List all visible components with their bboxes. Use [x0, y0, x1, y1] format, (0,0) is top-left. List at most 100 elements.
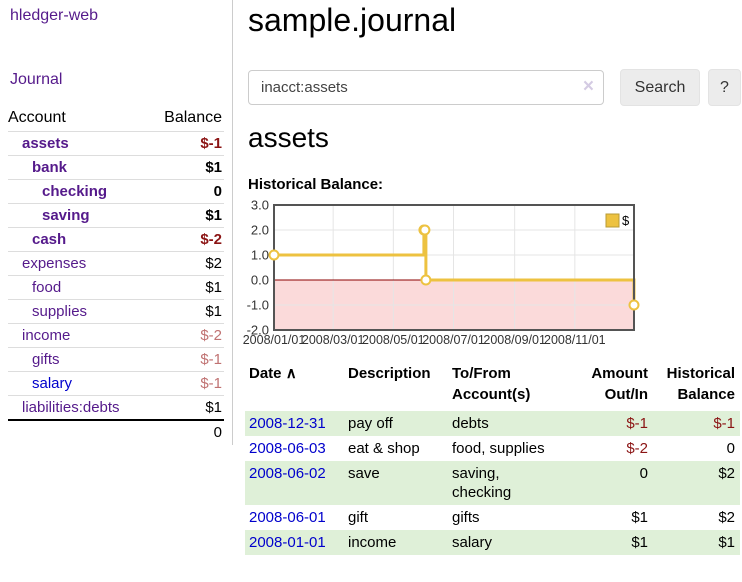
balance-col-header: Balance	[164, 108, 222, 126]
account-row-liabilities-debts: liabilities:debts $1	[8, 395, 224, 419]
account-link[interactable]: bank	[32, 159, 68, 176]
account-link[interactable]: assets	[22, 135, 69, 152]
txn-cell-accounts: debts	[448, 411, 558, 436]
txn-cell-date: 2008-12-31	[245, 411, 344, 436]
account-link[interactable]: gifts	[32, 351, 60, 368]
txn-cell-amount: $-1	[558, 411, 650, 436]
account-link[interactable]: income	[22, 327, 71, 344]
account-row-supplies: supplies $1	[8, 299, 224, 323]
accounts-total-row: 0	[8, 419, 224, 443]
transaction-date-link[interactable]: 2008-06-02	[249, 465, 326, 482]
account-balance: $-1	[200, 375, 222, 392]
txn-cell-date: 2008-06-03	[245, 436, 344, 461]
account-link[interactable]: expenses	[22, 255, 87, 272]
y-tick-label: 1.0	[251, 248, 269, 263]
y-tick-label: 0.0	[251, 273, 269, 288]
help-button[interactable]: ?	[708, 69, 741, 106]
accounts-rows: assets $-1 bank $1 checking 0 saving $1 cash $-2 e…	[8, 131, 224, 419]
data-point-marker	[420, 274, 432, 286]
legend-swatch	[605, 213, 620, 228]
account-row-assets: assets $-1	[8, 131, 224, 155]
txn-cell-date: 2008-01-01	[245, 530, 344, 555]
search-input[interactable]	[248, 70, 604, 105]
account-balance: $1	[205, 207, 222, 224]
account-balance: $-2	[200, 231, 222, 248]
data-point-marker	[268, 249, 280, 261]
txn-cell-accounts: food, supplies	[452, 440, 545, 457]
transactions-table: Date ∧ Description To/From Account(s) Am…	[245, 361, 742, 555]
y-tick-label: -1.0	[247, 298, 269, 313]
account-link[interactable]: cash	[32, 231, 67, 248]
journal-link[interactable]: Journal	[10, 71, 63, 88]
account-link[interactable]: liabilities:debts	[22, 399, 120, 416]
data-point-marker	[628, 299, 640, 311]
account-row-saving: saving $1	[8, 203, 224, 227]
accounts-col-header: Account	[8, 108, 66, 126]
txn-cell-balance: 0	[726, 440, 735, 457]
txn-cell-accounts: saving, checking	[448, 461, 558, 505]
col-header-balance: Historical Balance	[666, 365, 735, 403]
account-link[interactable]: supplies	[32, 303, 88, 320]
accounts-table: Account Balance assets $-1 bank $1 checking 0…	[8, 104, 224, 443]
transaction-date-link[interactable]: 2008-01-01	[249, 534, 326, 551]
account-row-checking: checking 0	[8, 179, 224, 203]
account-row-salary: salary $-1	[8, 371, 224, 395]
account-balance: $-1	[200, 351, 222, 368]
chart-title: Historical Balance:	[248, 176, 384, 193]
txn-cell-date: 2008-06-01	[245, 505, 344, 530]
accounts-total-value: 0	[213, 423, 222, 441]
txn-cell-description: eat & shop	[348, 440, 420, 457]
x-tick-label: 2008/01/01	[243, 333, 306, 347]
sidebar-divider	[232, 0, 233, 445]
accounts-table-header: Account Balance	[8, 104, 224, 131]
y-tick-label: 3.0	[251, 200, 269, 213]
y-tick-label: -2.0	[247, 323, 269, 338]
data-point-marker	[419, 224, 431, 236]
account-row-gifts: gifts $-1	[8, 347, 224, 371]
transaction-date-link[interactable]: 2008-06-01	[249, 509, 326, 526]
account-balance: $2	[205, 255, 222, 272]
y-tick-label: 2.0	[251, 223, 269, 238]
transaction-date-link[interactable]: 2008-12-31	[249, 415, 326, 432]
col-header-accounts: To/From Account(s)	[452, 365, 531, 403]
search-row: × Search ?	[240, 68, 742, 108]
x-tick-label: 2008/03/01	[302, 333, 365, 347]
account-row-expenses: expenses $2	[8, 251, 224, 275]
x-tick-label: 2008/07/01	[422, 333, 485, 347]
plot-border	[273, 204, 635, 331]
app-title-link[interactable]: hledger-web	[10, 7, 99, 24]
account-link[interactable]: checking	[42, 183, 108, 200]
txn-cell-accounts: gifts	[452, 509, 480, 526]
search-button[interactable]: Search	[620, 69, 700, 106]
x-tick-label: 2008/05/01	[362, 333, 425, 347]
account-balance: $1	[205, 159, 222, 176]
clear-search-icon[interactable]: ×	[582, 76, 594, 97]
sidebar: hledger-web Journal Account Balance asse…	[0, 0, 232, 582]
main-content: sample.journal × Search ? assets Histori…	[240, 0, 742, 582]
txn-cell-balance: $2	[718, 509, 735, 526]
txn-cell-description: pay off	[344, 411, 448, 436]
txn-cell-accounts: salary	[448, 530, 558, 555]
account-link[interactable]: food	[32, 279, 62, 296]
col-header-description: Description	[348, 365, 431, 382]
account-row-food: food $1	[8, 275, 224, 299]
account-link[interactable]: salary	[32, 375, 73, 392]
txn-cell-description: save	[344, 461, 448, 505]
account-row-income: income $-2	[8, 323, 224, 347]
account-row-cash: cash $-2	[8, 227, 224, 251]
txn-cell-amount: $1	[631, 509, 648, 526]
account-balance: $1	[205, 279, 222, 296]
historical-balance-chart: 3.0 2.0 1.0 0.0 -1.0 -2.02008/01/012008/03/01…	[243, 200, 640, 347]
txn-cell-amount: $-2	[626, 440, 648, 457]
txn-cell-description: income	[344, 530, 448, 555]
txn-cell-balance: $-1	[650, 411, 740, 436]
txn-cell-balance: $2	[650, 461, 740, 505]
search-box: ×	[248, 70, 604, 105]
account-link[interactable]: saving	[42, 207, 90, 224]
col-header-date[interactable]: Date ∧	[249, 365, 297, 382]
account-balance: $-1	[200, 135, 222, 152]
transaction-date-link[interactable]: 2008-06-03	[249, 440, 326, 457]
x-tick-label: 2008/11/01	[544, 333, 606, 347]
account-balance: $-2	[200, 327, 222, 344]
txn-cell-amount: 0	[558, 461, 650, 505]
